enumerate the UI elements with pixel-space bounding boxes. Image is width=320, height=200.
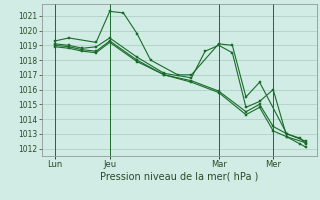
X-axis label: Pression niveau de la mer( hPa ): Pression niveau de la mer( hPa ) <box>100 172 258 182</box>
